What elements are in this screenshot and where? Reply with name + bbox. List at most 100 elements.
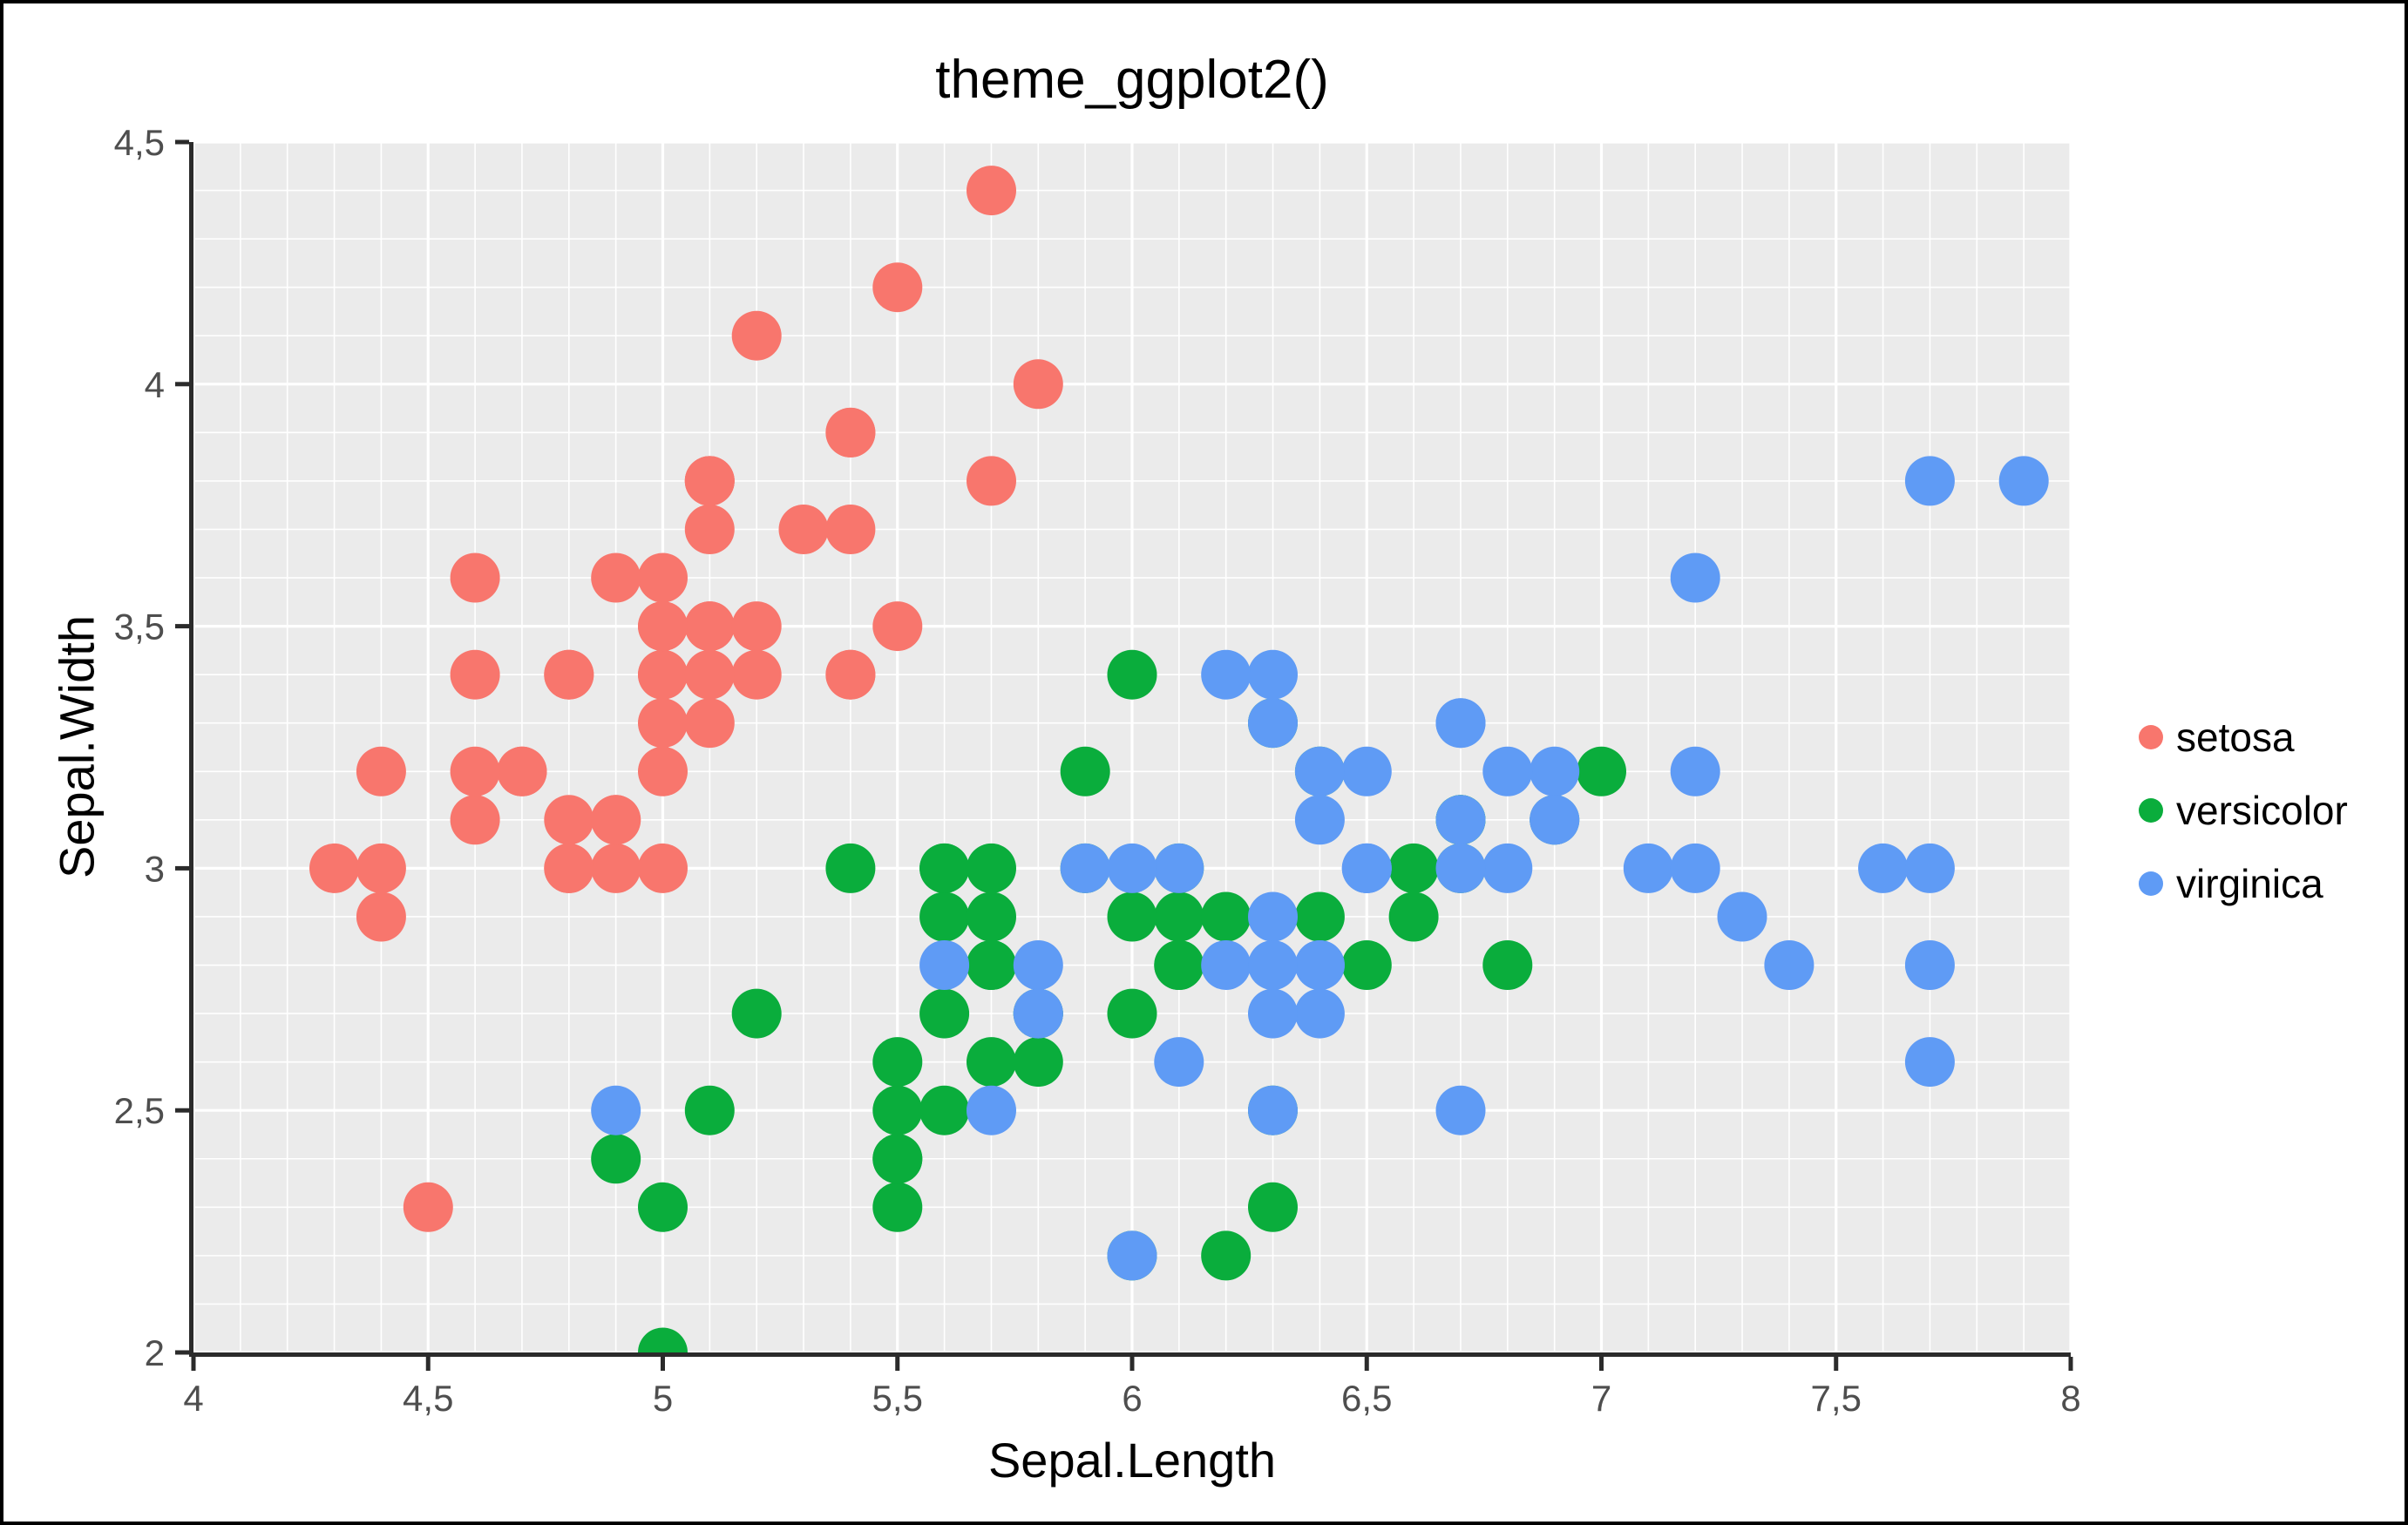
data-point [1623, 843, 1673, 893]
legend-key-dot-setosa [2139, 725, 2163, 749]
data-point [403, 1182, 453, 1232]
data-point [1904, 456, 1955, 506]
data-point [591, 1085, 641, 1135]
legend-key-dot-versicolor [2139, 798, 2163, 823]
data-point [872, 601, 923, 652]
data-point [1904, 1037, 1955, 1088]
data-point [638, 1182, 688, 1232]
legend-label: setosa [2176, 715, 2295, 760]
data-point [967, 843, 1016, 893]
data-point [684, 698, 735, 749]
data-point [872, 1182, 923, 1232]
data-point [967, 166, 1016, 216]
x-tick-label: 7,5 [1811, 1378, 1862, 1419]
data-point [1341, 843, 1392, 893]
legend-item-virginica: virginica [2139, 847, 2348, 920]
data-point [919, 843, 970, 893]
data-point [872, 1085, 923, 1135]
data-point [1998, 456, 2049, 506]
legend-item-setosa: setosa [2139, 701, 2348, 774]
y-tick-label: 3 [145, 848, 165, 889]
data-point [872, 1134, 923, 1184]
data-point [1904, 940, 1955, 990]
x-tick-label: 6 [1122, 1378, 1142, 1419]
data-point [1013, 359, 1063, 410]
data-point [1201, 649, 1251, 700]
data-point [1388, 891, 1439, 942]
data-point [825, 843, 876, 893]
data-point [356, 891, 406, 942]
data-point [638, 552, 688, 603]
data-point [1107, 988, 1157, 1039]
data-point [967, 891, 1016, 942]
data-point [450, 795, 500, 845]
data-point [591, 1134, 641, 1184]
data-point [1107, 891, 1157, 942]
series-virginica [591, 456, 2049, 1281]
data-point [1530, 795, 1580, 845]
data-point [1670, 843, 1720, 893]
data-point [967, 1085, 1016, 1135]
x-axis-title: Sepal.Length [987, 1433, 1277, 1488]
data-point [638, 649, 688, 700]
chart-title: theme_ggplot2() [935, 50, 1329, 110]
data-point [1248, 698, 1298, 749]
data-point [1435, 795, 1486, 845]
data-points [309, 166, 2049, 1352]
data-point [309, 843, 359, 893]
data-point [450, 649, 500, 700]
data-point [1904, 843, 1955, 893]
data-point [1341, 940, 1392, 990]
legend-label: virginica [2176, 861, 2323, 906]
data-point [450, 552, 500, 603]
y-tick-label: 3,5 [114, 607, 165, 647]
data-point [1248, 988, 1298, 1039]
data-point [1060, 843, 1110, 893]
data-point [825, 649, 876, 700]
data-point [1107, 1230, 1157, 1281]
legend-label: versicolor [2176, 788, 2348, 833]
data-point [591, 795, 641, 845]
x-tick-label: 4 [183, 1378, 203, 1419]
x-tick-label: 6,5 [1341, 1378, 1392, 1419]
data-point [638, 1327, 688, 1352]
data-point [919, 940, 970, 990]
y-axis-title: Sepal.Width [49, 615, 105, 878]
data-point [919, 1085, 970, 1135]
data-point [1294, 795, 1345, 845]
x-tick-label: 7 [1591, 1378, 1611, 1419]
data-point [1294, 746, 1345, 796]
data-point [638, 601, 688, 652]
data-point [1294, 891, 1345, 942]
data-point [872, 1037, 923, 1088]
x-tick-labels: 4 4,5 5 5,5 6 6,5 7 7,5 8 [183, 1378, 2080, 1419]
data-point [731, 310, 782, 361]
data-point [638, 746, 688, 796]
legend: setosa versicolor virginica [2139, 701, 2348, 920]
data-point [356, 746, 406, 796]
data-point [872, 262, 923, 313]
data-point [731, 649, 782, 700]
data-point [1107, 843, 1157, 893]
data-point [450, 746, 500, 796]
data-point [1341, 746, 1392, 796]
data-point [1248, 940, 1298, 990]
axis-lines [189, 142, 2071, 1357]
data-point [1670, 552, 1720, 603]
data-point [778, 505, 829, 554]
data-point [1248, 891, 1298, 942]
data-point [1248, 1085, 1298, 1135]
data-point [731, 988, 782, 1039]
data-point [544, 843, 594, 893]
legend-key-dot-virginica [2139, 871, 2163, 896]
data-point [1388, 843, 1439, 893]
data-point [1154, 940, 1204, 990]
legend-item-versicolor: versicolor [2139, 774, 2348, 847]
data-point [1154, 843, 1204, 893]
data-point [1577, 746, 1626, 796]
data-point [1435, 1085, 1486, 1135]
data-point [967, 940, 1016, 990]
data-point [1294, 940, 1345, 990]
data-point [1107, 649, 1157, 700]
